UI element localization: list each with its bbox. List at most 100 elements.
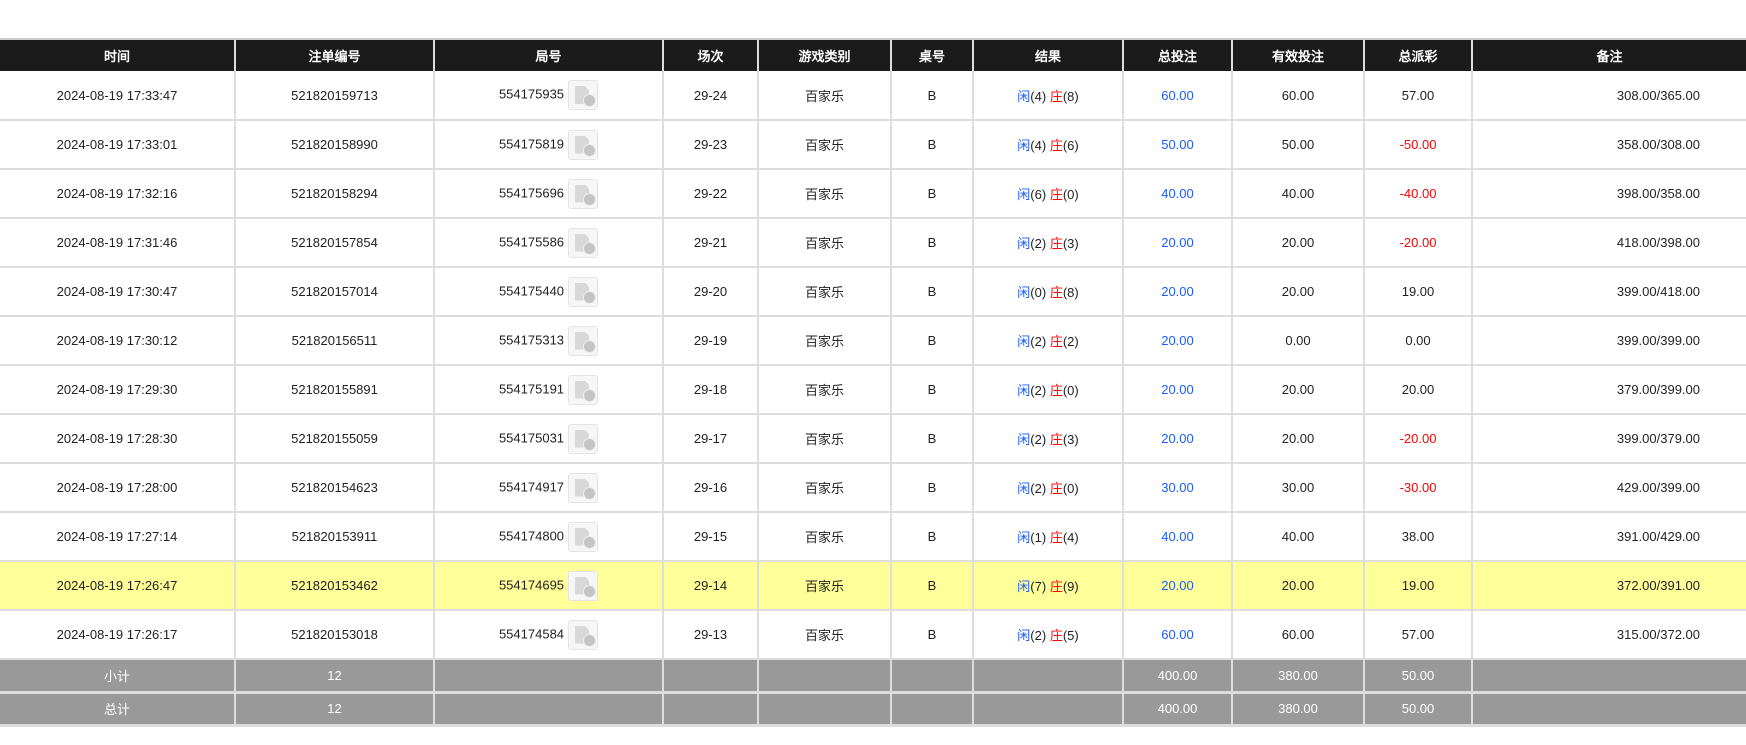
time-cell: 2024-08-19 17:27:14	[0, 512, 235, 562]
banker-score: (0)	[1062, 383, 1079, 398]
result-cell: 闲(2) 庄(0)	[972, 463, 1123, 513]
subtotal-count: 12	[234, 659, 434, 694]
col-game: 游戏类别	[757, 38, 891, 71]
banker-score: (6)	[1062, 138, 1079, 153]
game-cell: 百家乐	[757, 218, 891, 268]
bet-id-cell: 521820154623	[234, 463, 434, 513]
bet-id-cell: 521820156511	[234, 316, 434, 366]
round-number: 554175313	[498, 331, 565, 347]
col-round: 局号	[433, 38, 663, 71]
payout-cell: -50.00	[1363, 120, 1472, 170]
table-row: 2024-08-19 17:26:17 521820153018 554174584…	[0, 610, 1746, 660]
player-label: 闲	[1017, 88, 1031, 104]
player-score: (1)	[1030, 530, 1047, 545]
bet-id-cell: 521820153462	[234, 561, 434, 611]
game-cell: 百家乐	[757, 414, 891, 464]
table-row: 2024-08-19 17:30:12 521820156511 554175313…	[0, 316, 1746, 366]
total-bet-cell: 20.00	[1122, 561, 1232, 611]
video-replay-icon[interactable]	[568, 619, 599, 650]
video-replay-icon[interactable]	[568, 325, 599, 356]
banker-label: 庄	[1049, 334, 1063, 349]
bet-id-cell: 521820159713	[234, 71, 434, 121]
time-cell: 2024-08-19 17:33:47	[0, 71, 235, 121]
table-cell: B	[890, 610, 973, 660]
video-replay-icon[interactable]	[568, 129, 599, 160]
player-score: (2)	[1030, 481, 1047, 496]
payout-cell: -20.00	[1363, 218, 1472, 268]
round-number: 554174695	[498, 576, 565, 592]
player-label: 闲	[1017, 530, 1031, 545]
valid-bet-cell: 40.00	[1231, 169, 1364, 219]
video-replay-icon[interactable]	[568, 276, 599, 307]
total-bet-cell: 60.00	[1122, 610, 1232, 660]
payout-cell: -30.00	[1363, 463, 1472, 513]
total-total-bet: 400.00	[1122, 692, 1232, 727]
banker-label: 庄	[1049, 628, 1063, 643]
time-cell: 2024-08-19 17:30:47	[0, 267, 235, 317]
player-label: 闲	[1017, 285, 1031, 300]
valid-bet-cell: 20.00	[1231, 267, 1364, 317]
valid-bet-cell: 20.00	[1231, 365, 1364, 415]
video-replay-icon[interactable]	[568, 227, 599, 258]
bet-records-table: 时间 注单编号 局号 场次 游戏类别 桌号 结果 总投注 有效投注 总派彩 备注…	[0, 38, 1746, 727]
video-replay-icon[interactable]	[568, 374, 599, 405]
bet-id-cell: 521820158990	[234, 120, 434, 170]
col-total-bet: 总投注	[1122, 38, 1232, 71]
table-row: 2024-08-19 17:28:30 521820155059 554175031…	[0, 414, 1746, 464]
table-row: 2024-08-19 17:27:14 521820153911 554174800…	[0, 512, 1746, 562]
total-label: 总计	[0, 692, 235, 727]
remark-cell: 399.00/399.00	[1471, 316, 1746, 366]
bet-id-cell: 521820153018	[234, 610, 434, 660]
bet-id-cell: 521820153911	[234, 512, 434, 562]
round-cell: 554175935	[433, 71, 663, 121]
remark-cell: 399.00/418.00	[1471, 267, 1746, 317]
remark-cell: 398.00/358.00	[1471, 169, 1746, 219]
player-label: 闲	[1017, 334, 1031, 349]
round-cell: 554175819	[433, 120, 663, 170]
game-cell: 百家乐	[757, 169, 891, 219]
player-label: 闲	[1017, 187, 1031, 202]
shoe-cell: 29-22	[662, 169, 758, 219]
round-number: 554174584	[498, 625, 565, 641]
shoe-cell: 29-24	[662, 71, 758, 121]
player-score: (4)	[1030, 88, 1047, 104]
bet-id-cell: 521820155059	[234, 414, 434, 464]
player-score: (2)	[1030, 628, 1047, 643]
subtotal-valid-bet: 380.00	[1231, 659, 1364, 694]
player-label: 闲	[1017, 432, 1031, 447]
result-cell: 闲(2) 庄(3)	[972, 218, 1123, 268]
result-cell: 闲(7) 庄(9)	[972, 561, 1123, 611]
col-table: 桌号	[890, 38, 973, 71]
round-number: 554175819	[498, 135, 565, 151]
result-cell: 闲(2) 庄(2)	[972, 316, 1123, 366]
video-replay-icon[interactable]	[568, 423, 599, 454]
video-replay-icon[interactable]	[568, 570, 599, 601]
player-score: (4)	[1030, 138, 1047, 153]
round-number: 554175586	[498, 233, 565, 249]
remark-cell: 379.00/399.00	[1471, 365, 1746, 415]
round-number: 554175191	[498, 380, 565, 396]
player-label: 闲	[1017, 383, 1031, 398]
table-cell: B	[890, 71, 973, 121]
table-row: 2024-08-19 17:30:47 521820157014 554175440…	[0, 267, 1746, 317]
table-cell: B	[890, 218, 973, 268]
table-cell: B	[890, 512, 973, 562]
remark-cell: 315.00/372.00	[1471, 610, 1746, 660]
result-cell: 闲(2) 庄(0)	[972, 365, 1123, 415]
round-number: 554175696	[498, 184, 565, 200]
shoe-cell: 29-17	[662, 414, 758, 464]
table-row: 2024-08-19 17:33:01 521820158990 554175819…	[0, 120, 1746, 170]
video-replay-icon[interactable]	[568, 178, 599, 209]
video-replay-icon[interactable]	[568, 80, 599, 110]
video-replay-icon[interactable]	[568, 521, 599, 552]
table-row: 2024-08-19 17:28:00 521820154623 554174917…	[0, 463, 1746, 513]
payout-cell: 38.00	[1363, 512, 1472, 562]
total-bet-cell: 20.00	[1122, 218, 1232, 268]
col-remark: 备注	[1471, 38, 1746, 71]
total-valid-bet: 380.00	[1231, 692, 1364, 727]
player-score: (2)	[1030, 334, 1047, 349]
video-replay-icon[interactable]	[568, 472, 599, 503]
shoe-cell: 29-18	[662, 365, 758, 415]
table-cell: B	[890, 267, 973, 317]
banker-label: 庄	[1049, 530, 1063, 545]
